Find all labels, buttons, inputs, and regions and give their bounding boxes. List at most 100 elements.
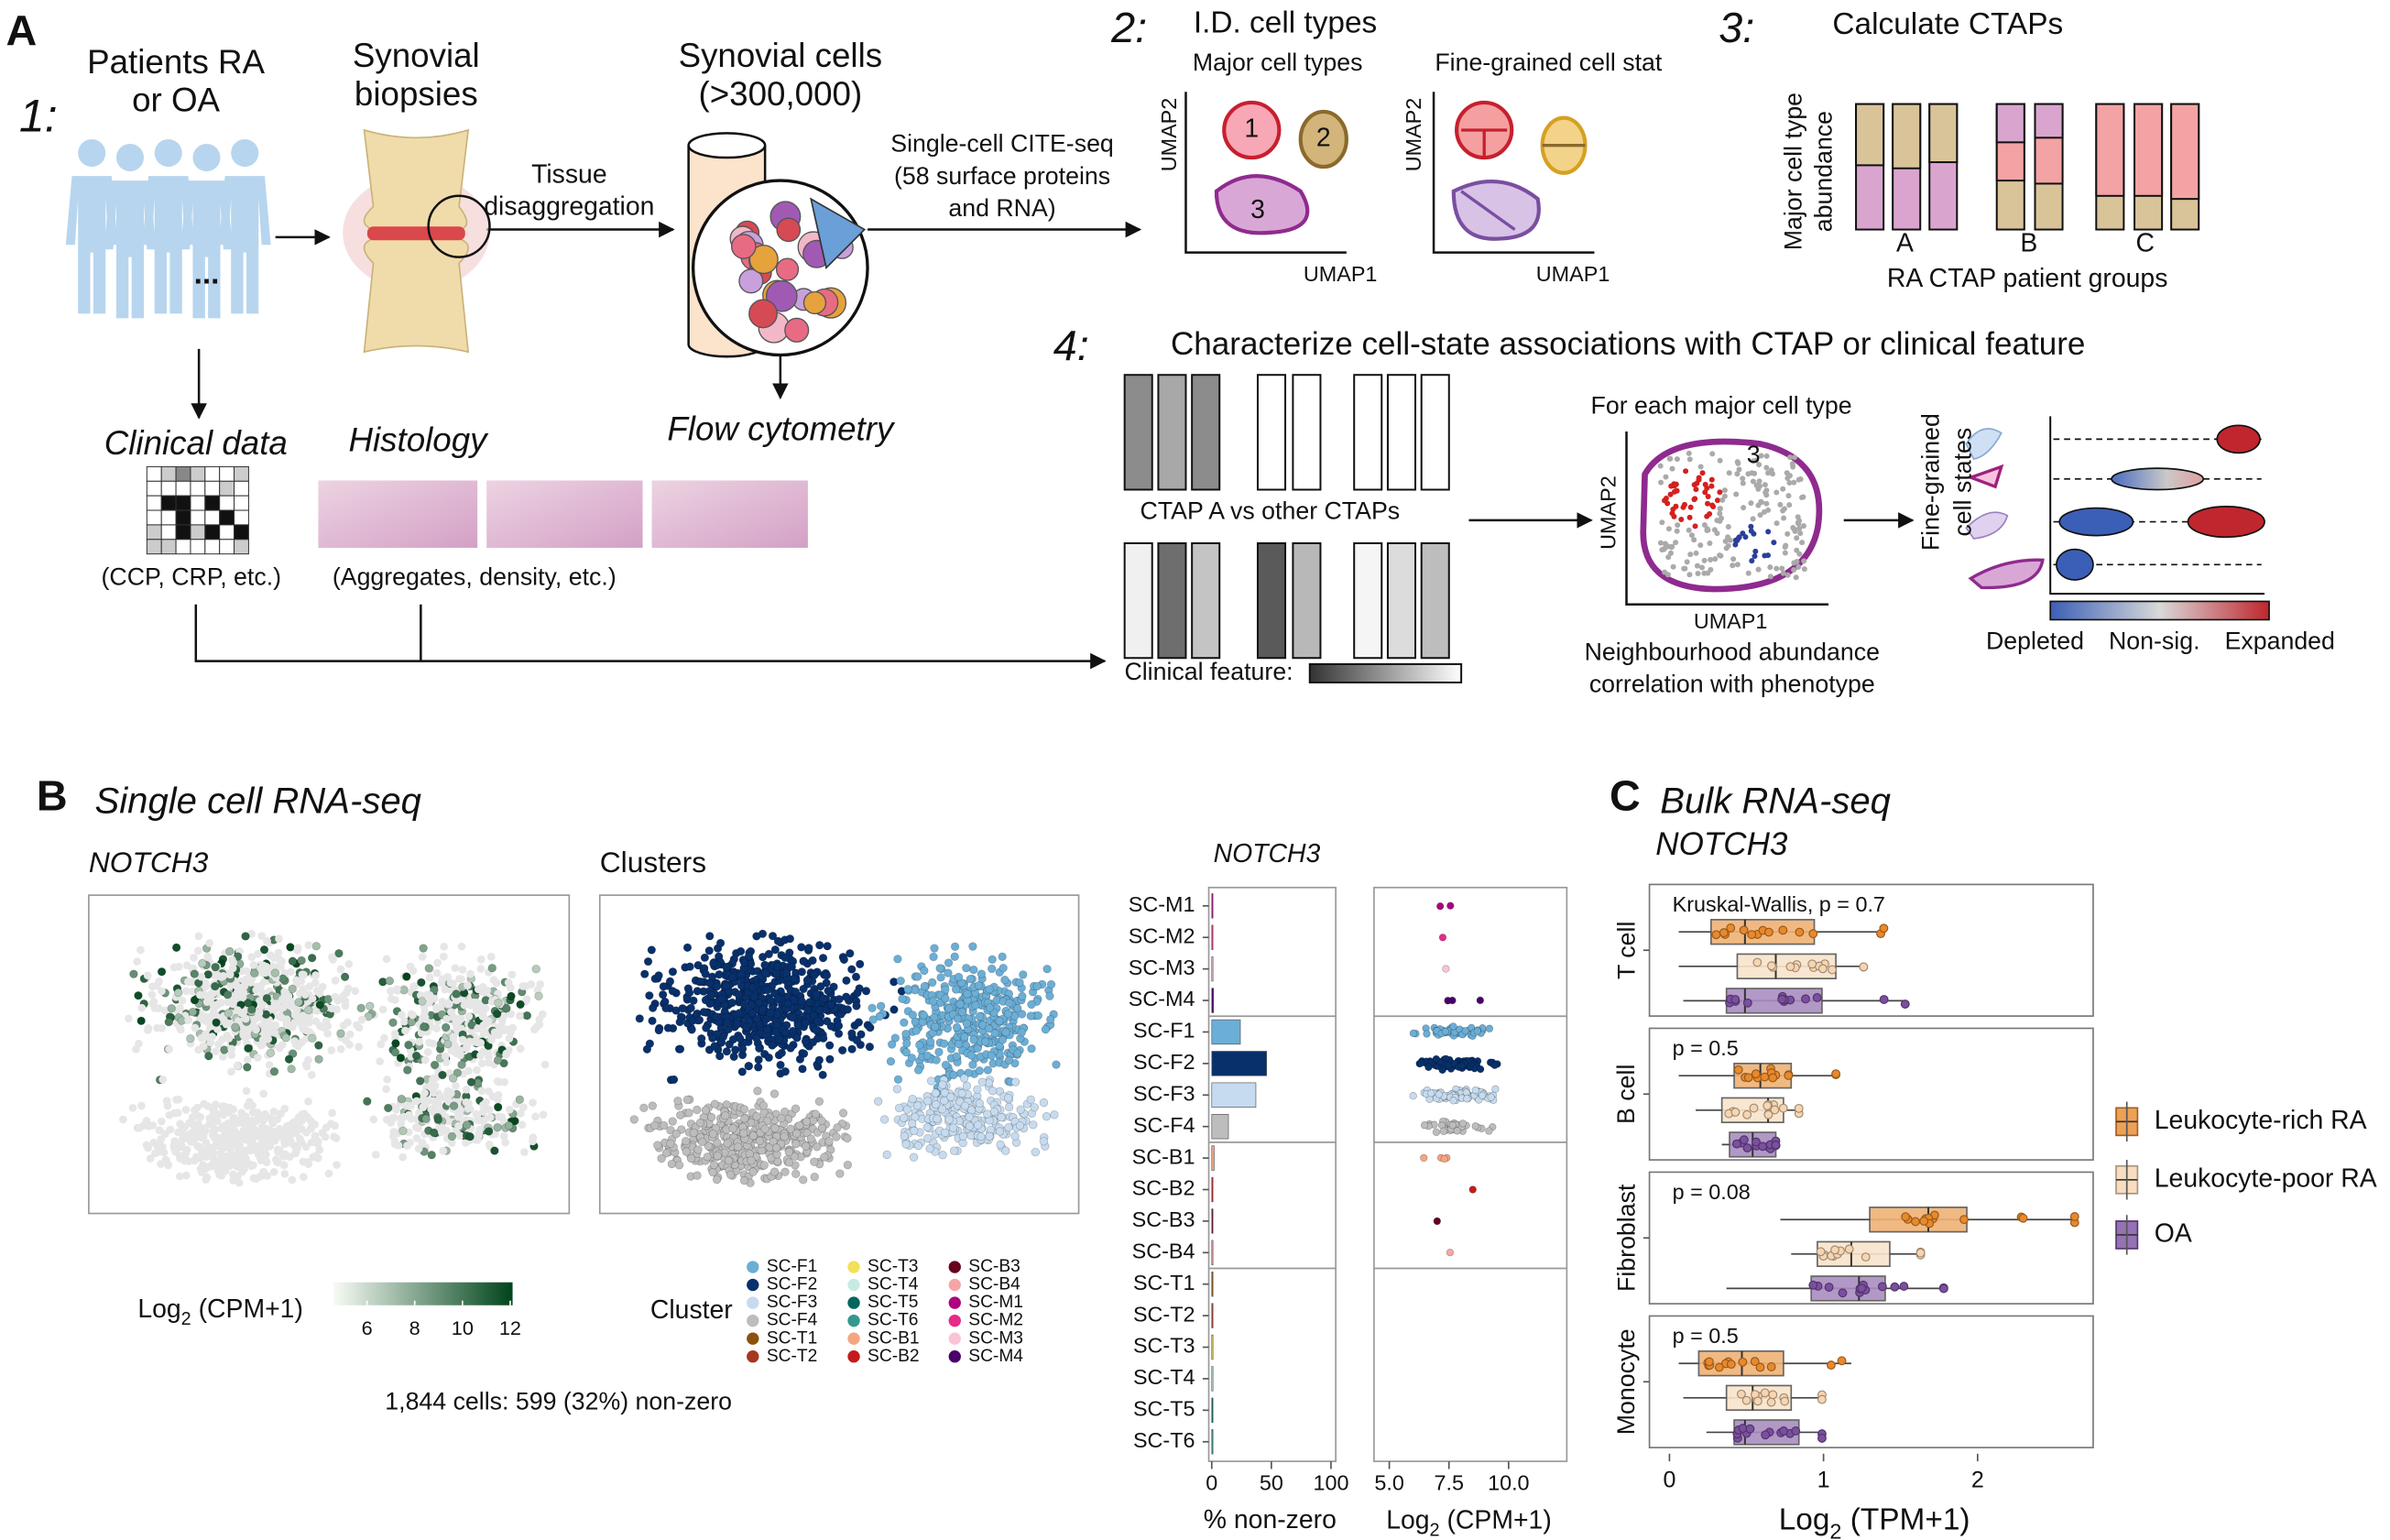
- umap-point: [457, 942, 466, 951]
- jitter-point: [1749, 1103, 1759, 1113]
- label: CTAP A vs other CTAPs: [1140, 497, 1401, 525]
- illustration-shape: [1191, 541, 1221, 660]
- umap-point: [402, 972, 411, 981]
- umap-point: [132, 1045, 140, 1054]
- umap-point: [693, 1145, 703, 1154]
- umap-point: [675, 1044, 685, 1054]
- category-label: SC-B2: [1132, 1176, 1195, 1200]
- umap-point: [833, 1123, 842, 1132]
- umap-point: [853, 988, 862, 998]
- neighbourhood-cell: [1751, 530, 1757, 537]
- legend-entry: Leukocyte-poor RA: [2155, 1163, 2377, 1193]
- umap-point: [635, 1014, 644, 1023]
- umap-point: [265, 1061, 274, 1069]
- neighbourhood-cell: [1665, 543, 1672, 550]
- legend-swatch: [948, 1332, 961, 1345]
- umap-point: [814, 1055, 824, 1065]
- umap-point: [314, 1041, 323, 1050]
- umap-point: [181, 1171, 191, 1180]
- label: Major cell type: [1779, 93, 1806, 250]
- neighbourhood-cell: [1784, 530, 1791, 537]
- umap-point: [157, 1117, 166, 1126]
- umap-point: [290, 1141, 300, 1151]
- umap-point: [742, 1022, 751, 1032]
- umap-point: [315, 1000, 324, 1010]
- bar: [1211, 893, 1214, 919]
- step-title: Characterize cell-state associations wit…: [1171, 326, 2085, 362]
- label: cell states: [1949, 428, 1977, 537]
- umap-point: [241, 1033, 250, 1043]
- neighbourhood-cell: [1680, 504, 1686, 510]
- label: Clinical data: [104, 424, 288, 462]
- umap-point: [302, 1017, 311, 1025]
- jitter-point: [1733, 1065, 1743, 1075]
- category-label: SC-M2: [1129, 923, 1195, 947]
- umap-point: [913, 1141, 923, 1151]
- umap-point: [768, 1041, 777, 1050]
- grid-cell: [204, 465, 221, 482]
- umap-point: [920, 981, 930, 991]
- jitter-point: [1879, 923, 1889, 934]
- umap-point: [727, 998, 737, 1008]
- category-label: SC-M4: [1129, 987, 1195, 1010]
- illustration-shape: [1625, 431, 1829, 606]
- umap-point: [288, 984, 297, 994]
- umap-point: [777, 1113, 786, 1123]
- jitter-point: [1801, 994, 1810, 1004]
- umap-point: [802, 976, 813, 985]
- umap-point: [903, 985, 912, 994]
- umap-point: [441, 1052, 450, 1061]
- umap-point: [304, 1097, 312, 1106]
- umap-point: [376, 1057, 384, 1065]
- legend-entry: SC-T2: [767, 1347, 817, 1366]
- umap-point: [457, 1060, 466, 1069]
- neighbourhood-cell: [1748, 523, 1754, 530]
- umap-point: [389, 1131, 398, 1141]
- legend-swatch: [847, 1332, 860, 1345]
- umap-point: [791, 1129, 802, 1138]
- umap-point: [799, 984, 808, 994]
- umap-point: [398, 1010, 406, 1020]
- umap-point: [640, 969, 649, 978]
- label: disaggregation: [484, 192, 654, 222]
- umap-point: [721, 981, 731, 991]
- umap-point: [868, 1015, 878, 1024]
- umap-point: [693, 987, 702, 996]
- umap-point: [893, 955, 902, 964]
- umap-point: [387, 987, 395, 996]
- neighbourhood-cell: [1714, 530, 1720, 537]
- umap-point: [938, 1151, 947, 1160]
- umap-point: [764, 949, 774, 959]
- umap-point: [456, 1051, 464, 1060]
- umap-point: [995, 1016, 1004, 1026]
- umap-point: [752, 1033, 761, 1043]
- grid-cell: [160, 480, 177, 497]
- umap-point: [758, 1005, 768, 1014]
- umap-point: [913, 1065, 923, 1075]
- umap-point: [987, 1051, 997, 1060]
- neighbourhood-cell: [1725, 523, 1731, 530]
- label: Patients RA: [87, 43, 265, 81]
- x-tick-label: 0: [1663, 1467, 1675, 1492]
- umap-point: [391, 1039, 400, 1048]
- umap-point: [879, 1115, 889, 1124]
- category-label: SC-T2: [1133, 1302, 1195, 1326]
- umap-point: [226, 981, 235, 990]
- umap-point: [211, 963, 220, 972]
- swarm-point: [1436, 901, 1445, 911]
- person-body: [65, 176, 118, 314]
- bar: [1211, 1366, 1214, 1392]
- umap-point: [187, 1138, 196, 1146]
- umap-point: [824, 1137, 834, 1146]
- umap-point: [418, 953, 427, 961]
- neighbourhood-cell: [1681, 565, 1687, 572]
- umap-point: [974, 980, 984, 990]
- grid-cell: [146, 509, 162, 526]
- jitter-point: [1730, 1108, 1741, 1117]
- umap-point: [190, 969, 199, 978]
- x-tick-label: 5.0: [1374, 1470, 1404, 1494]
- swarm-point: [1440, 1154, 1448, 1163]
- neighbourhood-cell: [1740, 480, 1746, 486]
- umap-point: [336, 1044, 345, 1054]
- jitter-point: [1857, 1283, 1867, 1294]
